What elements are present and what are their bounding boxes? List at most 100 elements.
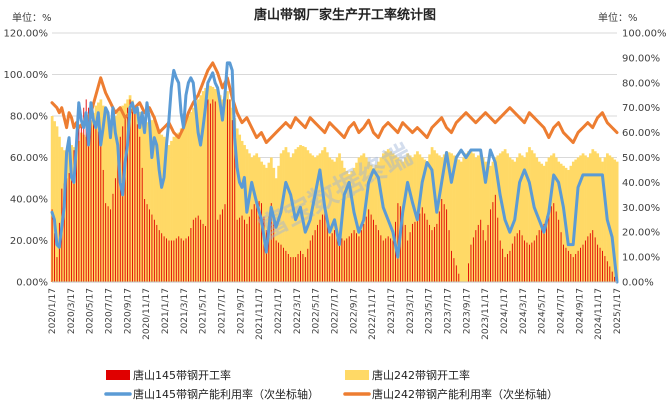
bar-145: [497, 217, 499, 282]
bar-145: [589, 233, 591, 282]
bar-242: [221, 99, 224, 283]
bar-145: [175, 238, 177, 282]
bar-145: [217, 219, 219, 282]
right-tick-label: 60.00%: [622, 128, 660, 139]
bar-145: [278, 242, 280, 282]
bar-145: [538, 230, 540, 282]
bar-242: [569, 165, 573, 282]
bar-145: [256, 199, 258, 282]
bar-145: [241, 215, 243, 282]
bar-242: [486, 163, 490, 282]
bar-242: [520, 155, 524, 282]
bar-145: [304, 257, 306, 282]
bar-242: [562, 165, 565, 282]
bar-145: [487, 224, 489, 282]
bar-242: [506, 153, 509, 282]
bar-242: [603, 157, 607, 282]
x-tick-label: 2020/11/17: [142, 288, 152, 340]
x-tick-label: 2020/9/17: [123, 288, 133, 334]
bar-145: [380, 235, 382, 282]
bar-145: [502, 248, 504, 282]
bar-145: [110, 209, 111, 282]
bar-145: [602, 250, 603, 282]
bar-145: [358, 236, 360, 282]
bar-145: [185, 238, 187, 282]
bar-242: [530, 150, 534, 282]
bar-242: [479, 153, 483, 282]
bar-242: [435, 153, 439, 282]
x-tick-label: 2023/7/17: [444, 288, 454, 334]
bar-145: [614, 276, 616, 282]
bar-242: [357, 157, 361, 282]
bar-242: [452, 155, 456, 282]
bar-242: [184, 120, 188, 283]
bar-145: [246, 223, 248, 282]
bar-242: [581, 153, 585, 282]
bar-242: [306, 150, 310, 282]
bar-145: [604, 256, 606, 282]
bar-242: [567, 169, 570, 282]
bar-242: [218, 95, 222, 282]
bar-242: [204, 87, 207, 282]
bar-145: [329, 236, 331, 282]
bar-145: [356, 233, 357, 282]
bar-145: [451, 250, 452, 282]
bar-145: [88, 107, 90, 282]
left-unit-label: 单位：%: [12, 11, 52, 24]
x-tick-label: 2025/1/17: [613, 288, 623, 334]
bar-242: [433, 150, 436, 282]
bar-145: [341, 238, 343, 282]
right-tick-label: 30.00%: [622, 203, 660, 214]
bar-145: [441, 199, 443, 282]
bar-145: [511, 243, 513, 282]
bar-242: [318, 153, 322, 282]
bar-242: [238, 134, 242, 282]
legend-swatch: [345, 370, 369, 380]
x-tick-label: 2022/5/17: [312, 288, 322, 334]
bar-242: [192, 107, 195, 282]
bar-145: [533, 240, 535, 282]
bar-145: [85, 99, 87, 283]
bar-242: [55, 126, 59, 282]
bar-242: [394, 155, 397, 282]
bar-145: [526, 242, 528, 282]
bar-242: [608, 155, 612, 282]
bar-145: [146, 204, 148, 282]
bar-145: [270, 203, 272, 282]
bar-145: [489, 209, 491, 282]
bar-145: [224, 204, 226, 282]
bar-145: [192, 219, 194, 282]
x-tick-label: 2020/1/17: [48, 288, 58, 334]
right-tick-label: 80.00%: [622, 78, 660, 89]
bar-145: [402, 209, 404, 282]
bar-145: [222, 209, 224, 282]
bar-145: [200, 219, 202, 282]
bars-145: [51, 99, 616, 283]
bar-145: [365, 216, 367, 282]
x-tick-label: 2024/3/17: [519, 288, 529, 334]
x-tick-label: 2022/1/17: [274, 288, 284, 334]
bar-145: [285, 250, 287, 282]
bar-145: [58, 222, 60, 282]
bar-145: [558, 219, 560, 282]
bar-242: [459, 161, 463, 282]
bar-145: [97, 131, 99, 282]
bar-242: [194, 103, 198, 282]
bar-145: [480, 219, 482, 282]
bar-242: [157, 132, 161, 282]
bar-145: [609, 266, 611, 282]
bar-145: [416, 219, 418, 282]
x-tick-label: 2022/3/17: [293, 288, 303, 334]
bar-242: [338, 153, 341, 282]
bar-145: [485, 240, 487, 282]
bar-145: [129, 99, 131, 283]
bar-145: [166, 238, 167, 282]
bar-145: [248, 216, 250, 282]
bar-242: [153, 116, 156, 282]
bar-242: [591, 149, 595, 282]
bar-242: [284, 147, 288, 282]
bar-242: [243, 145, 246, 282]
bar-145: [409, 232, 411, 282]
x-tick-label: 2024/9/17: [575, 288, 585, 334]
